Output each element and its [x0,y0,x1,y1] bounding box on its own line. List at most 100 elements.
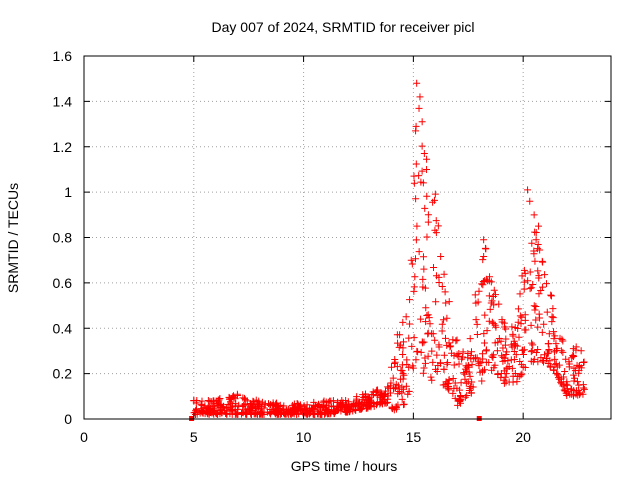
data-point [356,404,364,412]
data-point [396,331,404,339]
data-point [440,351,448,359]
data-point [417,178,425,186]
data-point [444,382,452,390]
y-tick-label: 1.4 [53,93,73,109]
data-point [455,349,463,357]
data-point [527,284,535,292]
data-point [358,398,366,406]
data-point [554,371,562,379]
data-point-peak [482,245,490,253]
data-point [397,366,405,374]
data-point [399,375,407,383]
data-point [269,401,277,409]
data-point [511,323,519,331]
data-point [418,142,426,150]
data-point [410,179,418,187]
data-point [459,353,467,361]
data-point [549,305,557,313]
data-point [424,352,432,360]
data-point [560,373,568,381]
data-point [527,348,535,356]
data-point [444,359,452,367]
data-point [539,358,547,366]
data-point [365,398,373,406]
data-point [505,378,513,386]
data-point [376,393,384,401]
data-point [532,303,540,311]
data-point [530,250,538,258]
data-point [424,211,432,219]
data-point [559,337,567,345]
data-point [432,298,440,306]
data-point [257,409,265,417]
data-point [570,353,578,361]
data-point [573,378,581,386]
data-point [398,361,406,369]
data-point [563,381,571,389]
data-point [532,349,540,357]
data-point [399,344,407,352]
data-point [504,357,512,365]
data-point [412,195,420,203]
data-point [534,267,542,275]
data-point [412,356,420,364]
data-point [487,299,495,307]
data-point [429,358,437,366]
data-point [488,352,496,360]
data-point [423,192,431,200]
data-point [419,275,427,283]
data-point [482,347,490,355]
data-point [568,354,576,362]
data-point [415,104,423,112]
data-point [559,380,567,388]
data-point [229,393,237,401]
data-point [516,357,524,365]
data-point [417,348,425,356]
data-point [428,347,436,355]
data-point [413,347,421,355]
y-tick-label: 0.2 [53,366,73,382]
data-point [495,300,503,308]
data-point [526,268,534,276]
data-point [467,348,475,356]
data-point [497,374,505,382]
data-point [372,388,380,396]
data-point [516,290,524,298]
data-point [261,400,269,408]
data-point [451,394,459,402]
data-point [220,406,228,414]
data-point [419,369,427,377]
data-point [419,283,427,291]
data-point [547,291,555,299]
data-point [503,348,511,356]
data-point [543,308,551,316]
data-point [465,363,473,371]
data-point [433,351,441,359]
data-point [430,264,438,272]
data-point [215,396,223,404]
data-point [407,256,415,264]
data-point [461,393,469,401]
data-point [349,407,357,415]
data-point [388,363,396,371]
data-point [310,398,318,406]
data-point [362,390,370,398]
data-point [433,367,441,375]
data-point [441,288,449,296]
data-point [519,351,527,359]
data-point [324,398,332,406]
data-point [456,386,464,394]
data-point [260,410,268,418]
data-point [535,290,543,298]
data-point [423,155,431,163]
data-point [518,370,526,378]
data-point [377,398,385,406]
data-point [469,383,477,391]
data-point [543,354,551,362]
data-point [541,271,549,279]
data-point [260,404,268,412]
data-point [550,328,558,336]
data-point [473,320,481,328]
data-point [549,314,557,322]
